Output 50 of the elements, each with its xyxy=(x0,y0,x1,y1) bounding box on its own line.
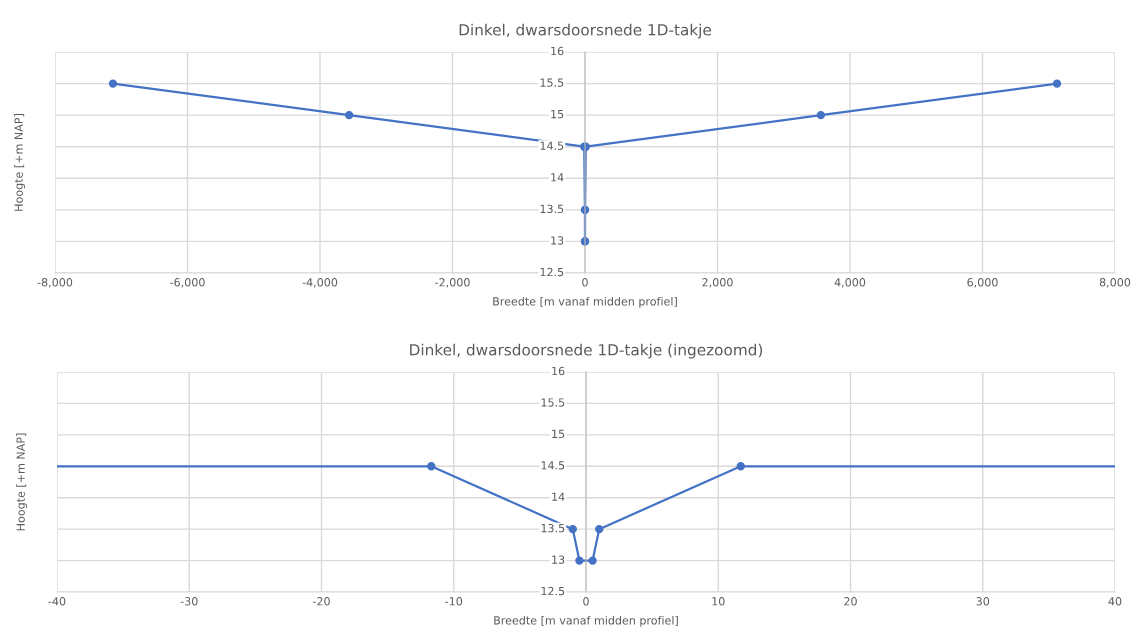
y-tick-label: 13.5 xyxy=(540,204,564,214)
point xyxy=(575,556,584,565)
point xyxy=(568,524,577,534)
x-tick-label: -2,000 xyxy=(435,278,470,288)
x-tick-label: -8,000 xyxy=(37,278,73,288)
point xyxy=(344,110,354,120)
x-tick-label: 6,000 xyxy=(967,278,998,288)
y-tick-label: 14 xyxy=(552,492,565,501)
y-tick-label: 12.5 xyxy=(541,586,565,596)
y-tick-label: 14 xyxy=(551,173,564,182)
x-tick-label: 4,000 xyxy=(834,278,866,288)
y-tick-label: 13 xyxy=(551,236,564,245)
x-tick-label: 30 xyxy=(976,597,990,606)
point xyxy=(1052,79,1062,88)
point xyxy=(736,462,745,471)
chart-title: Dinkel, dwarsdoorsnede 1D-takje (ingezoomd) xyxy=(410,343,763,359)
x-tick-label: -20 xyxy=(312,597,330,606)
x-tick-label: -10 xyxy=(445,597,463,606)
y-tick-label: 16 xyxy=(551,46,564,56)
point xyxy=(595,524,604,534)
y-tick-label: 13 xyxy=(552,555,565,564)
point xyxy=(108,79,118,88)
y-tick-label: 15 xyxy=(551,110,564,119)
x-tick-label: -30 xyxy=(180,597,198,606)
y-tick-label: 15.5 xyxy=(541,398,565,407)
x-tick-label: 20 xyxy=(844,597,857,606)
x-tick-label: 0 xyxy=(583,597,589,606)
y-tick-label: 16 xyxy=(552,366,565,376)
y-tick-label: 15.5 xyxy=(540,78,564,87)
x-tick-label: 2,000 xyxy=(702,278,733,288)
y-tick-label: 13.5 xyxy=(541,523,565,533)
point xyxy=(427,462,436,471)
x-tick-label: 8,000 xyxy=(1099,278,1131,288)
chart-title: Dinkel, dwarsdoorsnede 1D-takje xyxy=(459,23,712,39)
point xyxy=(588,556,597,565)
x-axis-title: Breedte [m vanaf midden profiel] xyxy=(494,615,678,627)
x-tick-label: -6,000 xyxy=(170,278,205,288)
y-axis-title: Hoogte [+m NAP] xyxy=(16,433,27,531)
point xyxy=(816,110,826,120)
x-tick-label: 0 xyxy=(582,278,588,287)
x-axis-title: Breedte [m vanaf midden profiel] xyxy=(493,296,677,308)
y-axis-title: Hoogte [+m NAP] xyxy=(14,114,25,211)
x-tick-label: -4,000 xyxy=(302,278,338,288)
x-tick-label: -40 xyxy=(48,597,66,606)
y-tick-label: 14.5 xyxy=(541,461,565,470)
x-tick-label: 10 xyxy=(712,597,725,606)
y-tick-label: 14.5 xyxy=(540,141,564,150)
y-tick-label: 15 xyxy=(552,429,565,439)
x-tick-label: 40 xyxy=(1108,597,1122,606)
y-tick-label: 12.5 xyxy=(540,267,564,277)
